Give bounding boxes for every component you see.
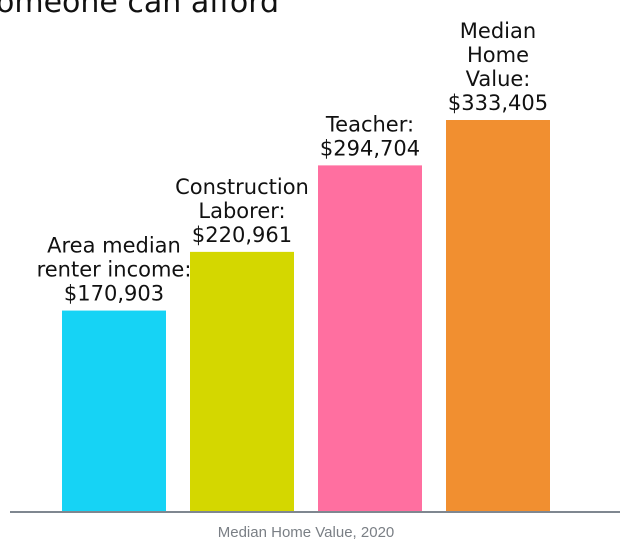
value-label: $170,903: [64, 282, 164, 306]
chart-title: omeone can afford: [0, 0, 279, 20]
category-label: Teacher:: [325, 112, 414, 136]
bar: [190, 251, 294, 511]
category-label: Area median: [47, 234, 181, 258]
x-axis-label: Median Home Value, 2020: [218, 524, 395, 541]
value-label: $294,704: [320, 136, 420, 160]
category-label: Home: [467, 43, 529, 67]
value-label: $333,405: [448, 91, 548, 115]
bar: [446, 120, 550, 511]
category-label: Median: [460, 19, 536, 43]
bar: [62, 310, 166, 511]
bar: [318, 165, 422, 511]
value-label: $220,961: [192, 223, 292, 247]
category-label: renter income:: [37, 258, 192, 282]
category-label: Construction: [175, 175, 309, 199]
category-label: Laborer:: [198, 199, 285, 223]
category-label: Value:: [466, 67, 531, 91]
